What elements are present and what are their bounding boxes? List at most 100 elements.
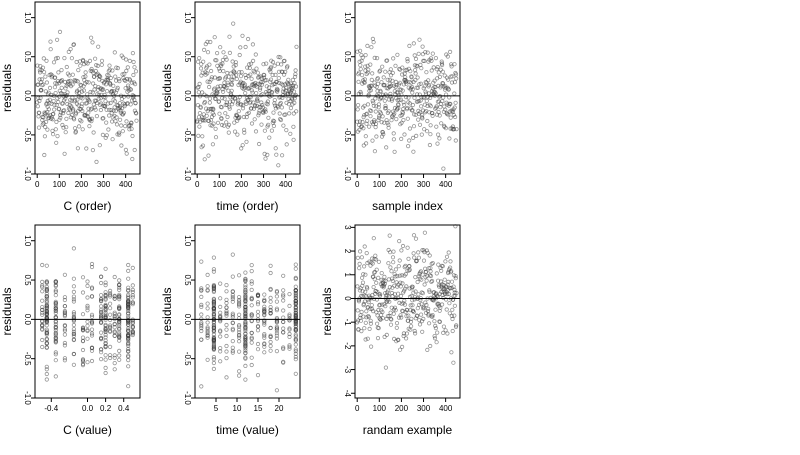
data-point [274, 328, 279, 333]
data-point [80, 290, 86, 295]
data-point [405, 116, 410, 121]
data-point [226, 122, 232, 128]
data-point [399, 136, 404, 141]
data-point [211, 255, 216, 260]
data-point [238, 74, 244, 79]
data-point [53, 56, 59, 61]
data-point [103, 104, 108, 109]
data-point [382, 82, 387, 88]
data-point [130, 295, 135, 300]
data-point [219, 122, 225, 128]
data-point [89, 333, 95, 338]
x-tick-label: 100 [373, 404, 387, 413]
data-point [71, 322, 77, 328]
data-point [249, 88, 254, 93]
data-point [368, 318, 373, 323]
data-point [434, 340, 439, 345]
data-point [108, 294, 113, 299]
data-point [218, 296, 223, 301]
data-point [205, 335, 210, 340]
data-point [44, 296, 49, 301]
data-point [61, 125, 66, 130]
data-point [293, 319, 298, 324]
data-point [256, 113, 261, 118]
data-point [452, 313, 457, 318]
data-point [196, 115, 202, 120]
data-point [255, 292, 261, 297]
data-point [359, 73, 365, 78]
data-point [117, 304, 122, 309]
data-point [281, 345, 286, 350]
data-point [103, 343, 108, 349]
data-point [50, 73, 55, 78]
data-point [243, 334, 248, 339]
data-point [53, 300, 58, 306]
data-point [117, 278, 122, 283]
data-point [228, 71, 233, 76]
data-point [363, 64, 368, 69]
data-point [107, 113, 112, 118]
data-point [274, 294, 279, 299]
data-point [368, 344, 374, 349]
data-point [53, 374, 58, 379]
data-point [122, 104, 127, 109]
data-point [79, 83, 84, 88]
data-point [361, 264, 367, 269]
data-point [50, 128, 55, 133]
data-point [224, 343, 229, 349]
data-point [44, 367, 49, 372]
data-point [108, 288, 113, 293]
data-point [230, 338, 235, 344]
data-point [101, 116, 106, 121]
data-point [374, 280, 379, 285]
data-point [99, 274, 104, 279]
data-point [366, 92, 371, 98]
data-point [255, 323, 261, 329]
data-point [68, 78, 73, 83]
data-point [454, 290, 459, 296]
data-point [44, 286, 49, 292]
data-point [103, 282, 108, 288]
data-point [259, 122, 264, 127]
data-point [205, 284, 210, 289]
data-point [89, 294, 95, 299]
data-point [126, 316, 131, 321]
x-tick-label: 400 [439, 404, 453, 413]
data-point [253, 129, 259, 134]
data-point [128, 102, 133, 107]
data-point [262, 333, 267, 338]
data-point [425, 250, 430, 255]
data-point [288, 81, 293, 86]
data-point [76, 68, 81, 73]
data-point [224, 297, 229, 302]
data-point [219, 116, 224, 122]
data-point [78, 63, 83, 68]
data-point [375, 81, 381, 86]
data-point [243, 309, 248, 314]
data-point [126, 276, 131, 281]
data-point [217, 111, 222, 116]
data-point [423, 91, 429, 96]
data-point [422, 282, 427, 287]
data-point [399, 315, 404, 320]
x-tick-label: 0.2 [100, 404, 112, 413]
data-point [62, 356, 68, 361]
data-point [360, 119, 365, 125]
data-point [222, 96, 227, 101]
data-point [65, 90, 70, 95]
data-point [363, 289, 368, 294]
data-point [230, 350, 235, 355]
data-point [440, 99, 445, 104]
data-point [197, 124, 202, 129]
data-point [65, 93, 70, 98]
data-point [430, 113, 435, 118]
data-point [278, 55, 283, 60]
data-point [275, 61, 280, 66]
data-point [211, 317, 216, 323]
data-point [430, 314, 435, 319]
data-point [117, 319, 122, 324]
data-point [231, 21, 236, 26]
data-point [53, 288, 58, 293]
data-point [405, 144, 411, 149]
